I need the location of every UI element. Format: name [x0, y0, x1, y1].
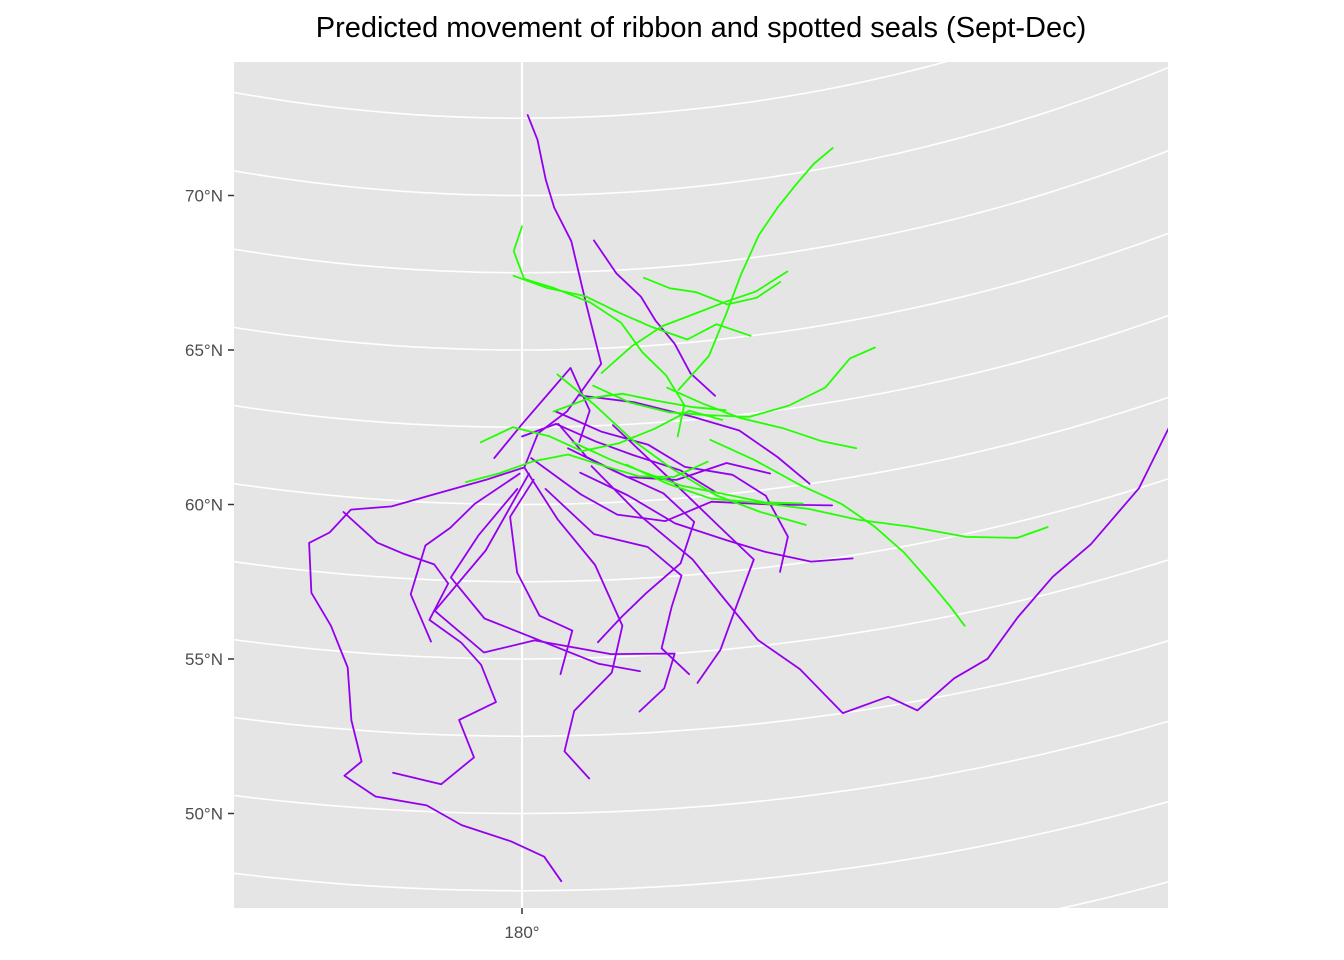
- plot-title: Predicted movement of ribbon and spotted…: [315, 12, 1087, 44]
- y-tick-label: 50°N: [185, 805, 223, 824]
- ribbon-seal-track: [590, 427, 1168, 714]
- spotted-seal-track: [571, 441, 804, 505]
- y-tick-label: 70°N: [185, 187, 223, 206]
- ribbon-seal-track: [509, 478, 574, 675]
- parallel-line: [234, 640, 1168, 738]
- ribbon-seal-track: [308, 466, 563, 883]
- ribbon-seal-track: [493, 367, 591, 459]
- parallel-line: [234, 62, 948, 120]
- parallel-line: [234, 314, 1168, 429]
- parallel-line: [0, 0, 1344, 41]
- ribbon-seal-track: [523, 466, 624, 780]
- ribbon-seal-track: [523, 114, 603, 469]
- ribbon-seal-track: [544, 488, 690, 676]
- parallel-line: [234, 800, 1168, 892]
- parallel-line: [234, 66, 1168, 197]
- spotted-seal-track: [592, 346, 876, 418]
- ribbon-seal-track: [579, 471, 854, 563]
- seal-tracks: [308, 114, 1168, 883]
- spotted-seal-track: [600, 270, 789, 374]
- parallel-line: [234, 232, 1168, 351]
- spotted-seal-track: [709, 438, 966, 627]
- y-tick-label: 65°N: [185, 341, 223, 360]
- ribbon-seal-track: [554, 410, 789, 573]
- spotted-seal-track: [512, 274, 752, 341]
- parallel-line: [234, 478, 1168, 583]
- ribbon-seal-track: [433, 472, 676, 713]
- spotted-seal-track: [512, 225, 686, 438]
- ribbon-seal-track: [521, 423, 717, 493]
- ribbon-seal-track: [409, 472, 521, 643]
- spotted-seal-track: [552, 392, 727, 413]
- spotted-seal-track: [556, 373, 807, 526]
- parallel-line: [234, 559, 1168, 660]
- ribbon-seal-track: [342, 511, 497, 786]
- parallel-line: [234, 150, 1168, 274]
- ribbon-seal-track: [593, 239, 716, 397]
- axes: 70°N 65°N 60°N 55°N 50°N 180°: [185, 187, 540, 943]
- spotted-seal-track: [465, 453, 709, 483]
- parallel-line: [234, 720, 1168, 815]
- spotted-seal-track: [677, 147, 834, 391]
- ribbon-seal-track: [450, 488, 641, 673]
- spotted-seal-track: [666, 386, 858, 450]
- x-tick-label: 180°: [504, 923, 539, 942]
- spotted-seal-track: [625, 463, 1049, 539]
- spotted-seal-track: [643, 276, 782, 306]
- y-tick-label: 60°N: [185, 496, 223, 515]
- y-tick-label: 55°N: [185, 650, 223, 669]
